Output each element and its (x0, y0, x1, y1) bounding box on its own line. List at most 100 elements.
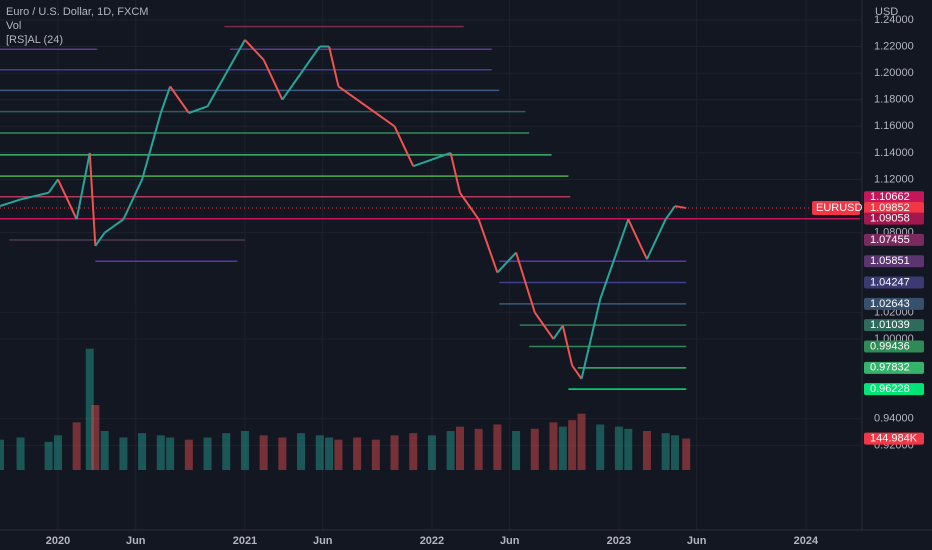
price-segment (141, 112, 162, 180)
price-segment (561, 325, 574, 366)
price-segment (88, 152, 97, 247)
volume-bar (138, 433, 147, 470)
y-tick-label: 1.20000 (874, 67, 914, 79)
price-segment (281, 72, 302, 101)
volume-bar (203, 437, 212, 470)
volume-bar (493, 424, 502, 470)
price-segment (431, 151, 451, 161)
price-segment (188, 105, 208, 114)
price-segment (393, 125, 415, 167)
price-segment (599, 245, 620, 300)
y-tick-label: 1.22000 (874, 40, 914, 52)
price-segment (244, 39, 265, 61)
x-tick-label: 2024 (794, 535, 819, 547)
volume-bar (85, 348, 94, 470)
price-segment (94, 232, 106, 247)
price-badge-label: 1.09852 (870, 202, 910, 214)
volume-bar (353, 437, 362, 470)
price-segment (580, 298, 602, 380)
price-badge (864, 202, 924, 215)
price-segment (496, 251, 517, 274)
price-segment (75, 152, 91, 220)
price-segment (20, 191, 49, 201)
volume-bar (325, 437, 334, 470)
volume-bar (0, 439, 4, 470)
chart-title: Euro / U.S. Dollar, 1D, FXCM (6, 6, 148, 18)
price-segment (571, 365, 583, 380)
volume-bar (315, 435, 324, 470)
volume-bar (156, 435, 165, 470)
indicator-title: [RS]AL (24) (6, 34, 63, 46)
price-segment (337, 85, 358, 101)
price-segment (225, 39, 246, 74)
price-badge (864, 340, 924, 353)
price-segment (617, 219, 630, 247)
y-tick-label: 1.16000 (874, 120, 914, 132)
volume-bar (53, 435, 62, 470)
volume-bar (297, 433, 306, 470)
price-badge (864, 212, 924, 225)
volume-bar (530, 428, 539, 470)
y-tick-label: 1.12000 (874, 173, 914, 185)
x-tick-label: Jun (126, 535, 146, 547)
price-badge-label: 1.05851 (870, 255, 910, 267)
y-tick-label: 1.24000 (874, 14, 914, 26)
volume-badge-label: 144.984K (870, 432, 918, 444)
volume-bar (222, 433, 231, 470)
volume-bar (596, 424, 605, 470)
y-tick-label: 1.18000 (874, 94, 914, 106)
volume-bar (512, 431, 521, 470)
price-segment (169, 85, 190, 114)
price-badge-label: 1.10662 (870, 191, 910, 203)
volume-bar (624, 428, 633, 470)
price-segment (664, 205, 676, 220)
price-segment (477, 219, 499, 273)
price-badge (864, 191, 924, 204)
price-segment (262, 59, 284, 101)
volume-bar (184, 439, 193, 470)
symbol-label: EURUSD (816, 202, 863, 214)
price-segment (300, 45, 321, 74)
price-badge-label: 1.09058 (870, 212, 910, 224)
volume-bar (16, 437, 25, 470)
volume-bar (474, 428, 483, 470)
x-tick-label: Jun (313, 535, 333, 547)
price-segment (459, 192, 480, 220)
price-segment (0, 198, 21, 208)
y-axis-label: USD (875, 6, 898, 18)
price-badge (864, 297, 924, 310)
price-badge (864, 361, 924, 374)
plot (0, 25, 862, 470)
price-badge-label: 0.96228 (870, 383, 910, 395)
volume-bar (409, 433, 418, 470)
price-badge (864, 319, 924, 332)
price-segment (552, 325, 564, 340)
volume-bar (91, 405, 100, 470)
x-tick-label: 2023 (607, 535, 631, 547)
price-segment (57, 179, 78, 220)
volume-bar (371, 439, 380, 470)
y-tick-label: 1.14000 (874, 147, 914, 159)
x-tick-label: 2021 (233, 535, 257, 547)
price-badge-label: 1.04247 (870, 276, 910, 288)
x-tick-label: 2020 (46, 535, 70, 547)
volume-bar (100, 431, 109, 470)
price-segment (47, 178, 59, 194)
volume-bar (568, 420, 577, 470)
volume-bar (577, 413, 586, 470)
volume-bar (549, 422, 558, 470)
price-segment (206, 72, 228, 107)
volume-bar (455, 426, 464, 470)
volume-bar (427, 435, 436, 470)
price-segment (122, 179, 144, 220)
price-badge-label: 0.97832 (870, 362, 910, 374)
volume-bar (259, 435, 268, 470)
y-tick-label: 0.94000 (874, 413, 914, 425)
grid (0, 0, 862, 530)
volume-title: Vol (6, 20, 21, 32)
volume-bar (278, 437, 287, 470)
volume-bar (334, 439, 343, 470)
